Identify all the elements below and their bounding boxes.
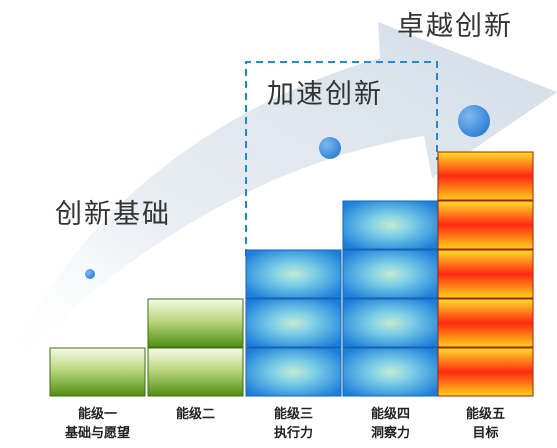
level-4-block-4 [342,200,439,250]
progress-dot-medium [319,137,341,159]
level-2-block-1 [147,347,244,397]
level-5-block-5 [437,151,534,201]
level-4-label: 能级四 洞察力 [346,405,436,443]
level-1-name: 能级一 [77,407,117,422]
level-5-block-4 [437,200,534,250]
stage-title-acceleration: 加速创新 [267,79,383,110]
stage-title-foundation: 创新基础 [55,199,171,230]
level-1-block-1 [49,347,146,397]
level-5-name: 能级五 [465,407,505,422]
stage-title-excellence: 卓越创新 [397,11,513,42]
level-3-block-1 [245,347,342,397]
level-5-block-1 [437,347,534,397]
level-4-block-3 [342,249,439,299]
level-4-name: 能级四 [370,407,410,422]
level-4-subtitle: 洞察力 [370,426,410,441]
level-2-label: 能级二 [151,405,241,424]
level-2-name: 能级二 [175,407,215,422]
level-5-block-2 [437,298,534,348]
level-3-name: 能级三 [273,407,313,422]
level-3-subtitle: 执行力 [273,426,313,441]
progress-dot-small [85,269,95,279]
progress-dot-large [458,105,490,137]
level-5-label: 能级五 目标 [441,405,531,443]
level-3-block-3 [245,249,342,299]
level-4-block-1 [342,347,439,397]
level-4-block-2 [342,298,439,348]
level-5-block-3 [437,249,534,299]
level-3-label: 能级三 执行力 [249,405,339,443]
level-2-block-2 [147,298,244,348]
level-3-block-2 [245,298,342,348]
level-1-label: 能级一 基础与愿望 [53,405,143,443]
level-1-subtitle: 基础与愿望 [64,426,130,441]
acceleration-dashed-frame [245,61,438,256]
level-5-subtitle: 目标 [472,426,499,441]
growth-arrow [8,22,557,372]
